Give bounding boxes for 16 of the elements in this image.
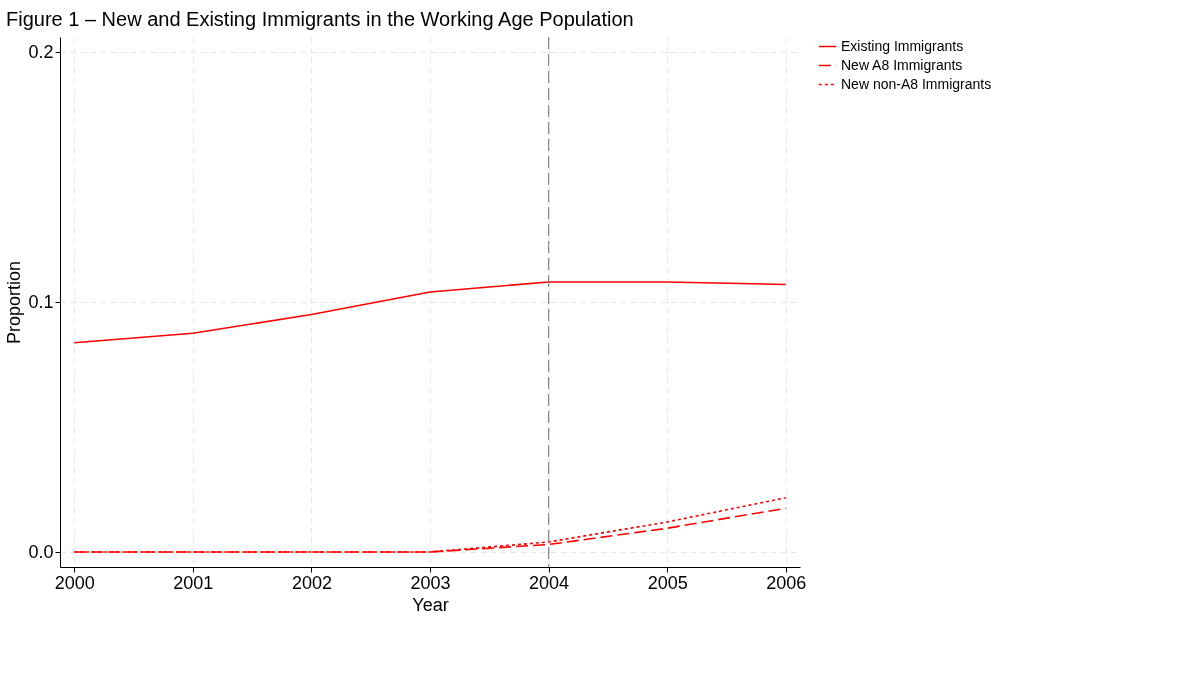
y-tick-label: 0.1 [28,291,54,312]
x-tick-label: 2005 [647,572,688,593]
y-axis-title: Proportion [4,260,25,345]
x-tick-label: 2004 [529,572,570,593]
legend-label: New A8 Immigrants [841,56,963,73]
y-tick-label: 0.2 [28,41,54,62]
legend-label: New non-A8 Immigrants [841,75,992,92]
chart-title: Figure 1 – New and Existing Immigrants in the Working Age Population [5,8,634,31]
y-tick-label: 0.0 [28,541,54,562]
x-tick-label: 2003 [410,572,451,593]
x-axis-title: Year [412,594,449,615]
x-tick-label: 2006 [766,572,807,593]
legend-label: Existing Immigrants [841,37,964,54]
x-tick-label: 2002 [291,572,332,593]
x-tick-label: 2001 [173,572,214,593]
x-tick-label: 2000 [54,572,95,593]
